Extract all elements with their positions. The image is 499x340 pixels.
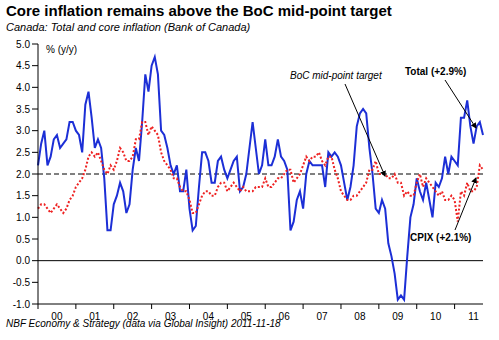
svg-text:09: 09 <box>392 311 404 322</box>
svg-text:-0.5: -0.5 <box>13 277 31 288</box>
svg-text:3.5: 3.5 <box>16 104 30 115</box>
svg-text:1.5: 1.5 <box>16 190 30 201</box>
svg-text:11: 11 <box>468 311 479 322</box>
svg-text:3.0: 3.0 <box>16 125 30 136</box>
svg-text:07: 07 <box>316 311 328 322</box>
svg-text:4.0: 4.0 <box>16 82 30 93</box>
svg-text:5.0: 5.0 <box>16 39 30 50</box>
svg-text:1.0: 1.0 <box>16 212 30 223</box>
svg-text:4.5: 4.5 <box>16 60 30 71</box>
svg-text:08: 08 <box>354 311 366 322</box>
svg-text:-1.0: -1.0 <box>13 299 31 310</box>
svg-text:2.0: 2.0 <box>16 169 30 180</box>
svg-text:0.0: 0.0 <box>16 255 30 266</box>
svg-text:10: 10 <box>430 311 442 322</box>
svg-text:2.5: 2.5 <box>16 147 30 158</box>
svg-text:0.5: 0.5 <box>16 234 30 245</box>
